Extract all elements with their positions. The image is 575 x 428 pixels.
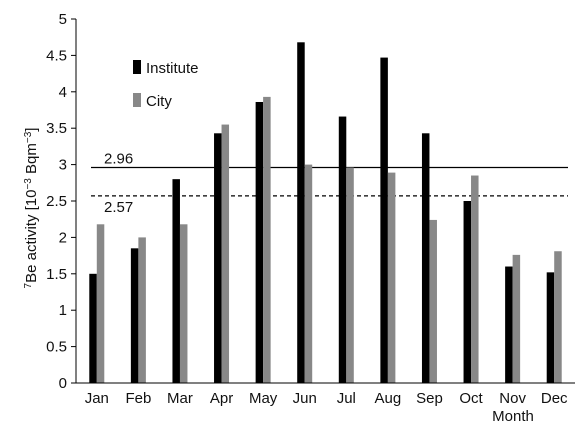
- x-tick-label: Jan: [85, 390, 109, 407]
- bar-city-sep: [429, 219, 437, 383]
- reference-lines: 2.96 2.57: [91, 151, 568, 216]
- bar-city-aug: [387, 172, 396, 383]
- x-tick-label: Nov: [499, 390, 526, 407]
- x-tick-label: Jul: [337, 390, 356, 407]
- x-tick-label: Mar: [167, 390, 193, 407]
- bar-institute-jun: [297, 42, 305, 384]
- bar-city-jan: [96, 224, 105, 383]
- y-axis-label-close: ]: [23, 128, 40, 132]
- y-axis-label-exp1: −3: [23, 178, 34, 190]
- legend-swatch-city: [133, 93, 141, 107]
- x-tick-label: May: [249, 390, 278, 407]
- legend-label-city: City: [146, 93, 172, 110]
- y-tick-label: 5: [59, 11, 67, 28]
- bar-city-feb: [138, 237, 146, 383]
- bar-city-dec: [554, 251, 562, 383]
- bar-institute-nov: [505, 266, 513, 383]
- y-tick-label: 4: [59, 84, 67, 101]
- y-tick-label: 1: [59, 302, 67, 319]
- y-axis-label-prefix: 7: [23, 282, 34, 288]
- y-tick-label: 0.5: [46, 339, 67, 356]
- bars: [89, 42, 562, 384]
- bar-institute-mar: [172, 179, 180, 383]
- bar-institute-oct: [463, 201, 472, 383]
- y-tick-label: 3: [59, 157, 67, 174]
- reference-line-label: 2.57: [104, 199, 133, 216]
- y-axis-label-unit: Bqm: [23, 143, 40, 178]
- legend: Institute City: [133, 60, 199, 110]
- bar-institute-may: [255, 101, 264, 383]
- y-tick-label: 4.5: [46, 47, 67, 64]
- x-axis-label: Month: [492, 408, 534, 425]
- y-axis-label: 7Be activity [10−3 Bqm−3]: [23, 128, 41, 289]
- x-ticks: Jan Feb Mar Apr May Jun Jul Aug Sep Oct Nov Dec: [85, 390, 568, 407]
- x-tick-label: Dec: [541, 390, 568, 407]
- legend-swatch-institute: [133, 60, 141, 74]
- bar-city-jul: [346, 167, 354, 383]
- y-ticks: 0 0.5 1 1.5 2 2.5 3 3.5 4 4.5 5: [46, 11, 76, 392]
- reference-line-label: 2.96: [104, 151, 133, 168]
- bar-city-jun: [304, 164, 313, 383]
- bar-institute-aug: [380, 57, 388, 384]
- bar-institute-jan: [89, 273, 97, 383]
- y-tick-label: 2: [59, 229, 67, 246]
- bar-city-apr: [221, 124, 230, 383]
- y-tick-label: 0: [59, 375, 67, 392]
- y-tick-label: 1.5: [46, 266, 67, 283]
- bar-institute-apr: [214, 133, 222, 383]
- y-tick-label: 2.5: [46, 193, 67, 210]
- x-tick-label: Aug: [375, 390, 402, 407]
- x-tick-label: Apr: [210, 390, 233, 407]
- bar-institute-dec: [546, 272, 555, 383]
- bar-city-nov: [512, 254, 521, 383]
- y-axis-label-main: Be activity [10: [23, 190, 40, 283]
- bar-institute-feb: [130, 248, 139, 383]
- y-tick-label: 3.5: [46, 120, 67, 137]
- y-axis-label-exp2: −3: [23, 131, 34, 143]
- x-tick-label: Jun: [293, 390, 317, 407]
- x-tick-label: Oct: [459, 390, 483, 407]
- bar-city-may: [263, 96, 271, 384]
- bar-city-mar: [179, 224, 188, 383]
- bar-institute-jul: [338, 116, 347, 383]
- legend-label-institute: Institute: [146, 60, 199, 77]
- bar-city-oct: [471, 175, 479, 383]
- x-tick-label: Feb: [125, 390, 151, 407]
- bar-institute-sep: [421, 133, 430, 383]
- x-tick-label: Sep: [416, 390, 443, 407]
